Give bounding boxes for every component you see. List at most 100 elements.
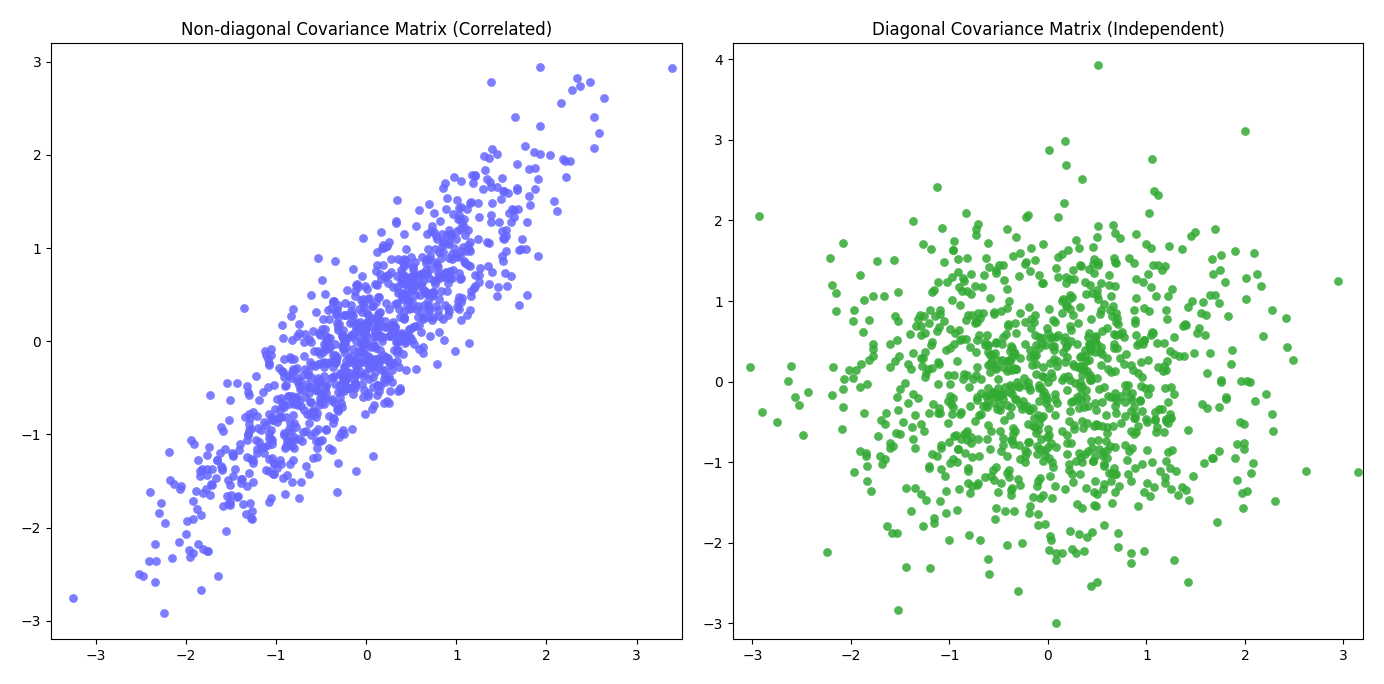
Point	[455, 310, 477, 321]
Point	[299, 382, 321, 393]
Point	[1211, 376, 1233, 387]
Point	[938, 324, 960, 334]
Point	[1005, 328, 1027, 339]
Point	[1117, 469, 1139, 479]
Point	[417, 300, 439, 311]
Point	[403, 281, 425, 292]
Point	[271, 332, 293, 343]
Point	[270, 401, 292, 412]
Point	[389, 384, 411, 395]
Point	[1232, 488, 1254, 499]
Point	[209, 421, 231, 432]
Point	[334, 386, 356, 397]
Point	[304, 384, 327, 395]
Point	[1064, 456, 1086, 466]
Point	[317, 343, 339, 354]
Point	[1084, 332, 1106, 343]
Point	[392, 329, 414, 340]
Point	[1077, 445, 1099, 456]
Point	[853, 408, 875, 419]
Point	[873, 453, 895, 464]
Point	[1067, 318, 1089, 329]
Point	[959, 401, 981, 412]
Point	[350, 345, 372, 356]
Point	[1118, 446, 1140, 457]
Point	[1157, 417, 1179, 428]
Point	[977, 237, 999, 248]
Point	[943, 431, 965, 442]
Point	[1009, 479, 1031, 490]
Point	[345, 369, 367, 380]
Point	[551, 97, 573, 108]
Point	[334, 298, 356, 308]
Point	[952, 368, 974, 379]
Point	[1114, 379, 1136, 390]
Point	[209, 460, 231, 471]
Point	[421, 291, 443, 302]
Point	[1020, 314, 1042, 325]
Point	[327, 304, 349, 315]
Point	[179, 544, 201, 555]
Point	[1034, 390, 1056, 401]
Point	[1031, 456, 1053, 466]
Point	[1031, 337, 1053, 348]
Point	[855, 379, 877, 390]
Point	[969, 450, 991, 461]
Point	[476, 174, 498, 185]
Point	[1176, 302, 1199, 313]
Point	[458, 304, 480, 315]
Point	[978, 261, 1001, 272]
Point	[1262, 426, 1284, 437]
Point	[181, 547, 203, 558]
Point	[1070, 451, 1092, 462]
Point	[883, 255, 905, 266]
Point	[457, 259, 479, 270]
Point	[307, 385, 329, 396]
Point	[286, 372, 309, 383]
Point	[327, 404, 349, 415]
Point	[1003, 349, 1026, 360]
Point	[1078, 354, 1100, 365]
Point	[579, 76, 601, 87]
Point	[1187, 323, 1210, 334]
Point	[1236, 272, 1258, 283]
Point	[1041, 331, 1063, 342]
Point	[448, 303, 471, 314]
Point	[432, 334, 454, 345]
Point	[996, 319, 1019, 330]
Point	[378, 397, 400, 408]
Point	[320, 341, 342, 352]
Point	[1039, 531, 1062, 542]
Point	[1131, 458, 1153, 469]
Point	[263, 458, 285, 469]
Point	[393, 228, 415, 239]
Point	[356, 321, 378, 332]
Point	[945, 505, 967, 516]
Point	[1163, 555, 1185, 566]
Point	[1082, 241, 1104, 252]
Point	[1056, 449, 1078, 460]
Point	[231, 473, 253, 484]
Point	[1077, 401, 1099, 412]
Point	[400, 303, 422, 314]
Point	[972, 401, 994, 412]
Point	[787, 400, 810, 411]
Point	[1096, 453, 1118, 464]
Point	[1078, 339, 1100, 350]
Point	[1045, 316, 1067, 327]
Point	[270, 411, 292, 422]
Point	[1084, 397, 1106, 408]
Point	[376, 353, 399, 364]
Point	[976, 402, 998, 412]
Point	[419, 331, 441, 342]
Point	[1078, 280, 1100, 291]
Point	[660, 63, 682, 74]
Point	[1261, 304, 1283, 315]
Point	[339, 330, 361, 341]
Point	[1163, 389, 1185, 399]
Point	[869, 451, 891, 462]
Point	[354, 280, 376, 291]
Point	[1080, 338, 1102, 349]
Point	[879, 443, 901, 453]
Point	[862, 338, 884, 349]
